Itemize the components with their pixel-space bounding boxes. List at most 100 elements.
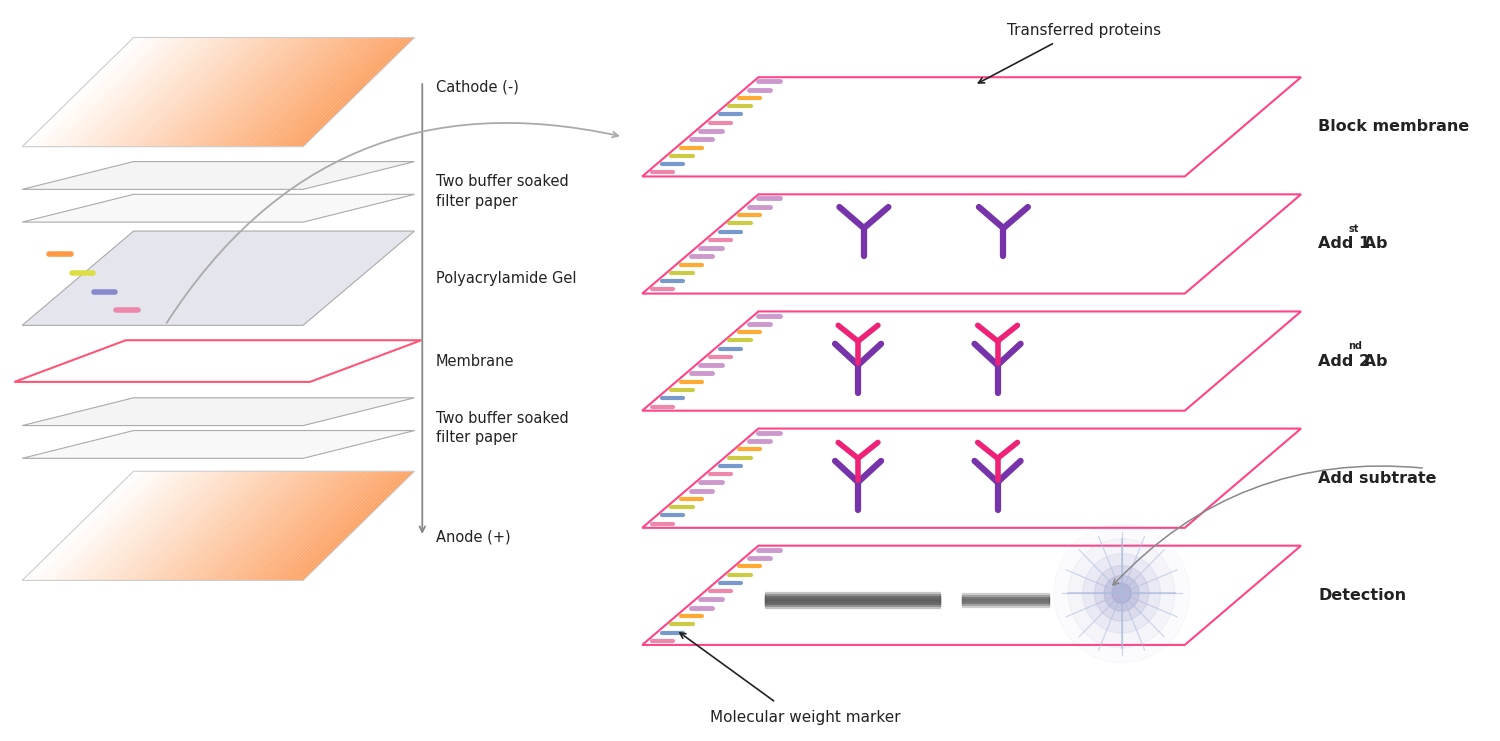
Polygon shape (36, 38, 152, 147)
Polygon shape (78, 471, 194, 580)
Polygon shape (156, 471, 270, 580)
Polygon shape (240, 38, 356, 147)
Polygon shape (22, 162, 414, 190)
Polygon shape (216, 471, 330, 580)
Polygon shape (261, 38, 376, 147)
Polygon shape (237, 471, 351, 580)
Polygon shape (264, 471, 380, 580)
Polygon shape (290, 471, 404, 580)
Polygon shape (22, 471, 136, 580)
Polygon shape (222, 38, 338, 147)
Text: Two buffer soaked
filter paper: Two buffer soaked filter paper (436, 411, 568, 445)
Polygon shape (106, 38, 222, 147)
Polygon shape (148, 471, 264, 580)
Polygon shape (296, 38, 411, 147)
Polygon shape (54, 471, 168, 580)
Polygon shape (206, 471, 320, 580)
Polygon shape (64, 38, 178, 147)
Polygon shape (93, 471, 207, 580)
Polygon shape (272, 38, 387, 147)
Polygon shape (22, 231, 414, 325)
Text: Cathode (-): Cathode (-) (436, 79, 519, 94)
Polygon shape (110, 471, 225, 580)
Polygon shape (124, 471, 238, 580)
Polygon shape (117, 38, 232, 147)
Polygon shape (209, 38, 322, 147)
Circle shape (1095, 565, 1149, 621)
Polygon shape (22, 398, 414, 425)
Polygon shape (251, 38, 366, 147)
Polygon shape (128, 471, 243, 580)
Polygon shape (62, 38, 176, 147)
Polygon shape (642, 194, 1300, 293)
Polygon shape (152, 38, 267, 147)
Polygon shape (243, 38, 358, 147)
Polygon shape (141, 38, 256, 147)
Polygon shape (258, 471, 372, 580)
Polygon shape (183, 38, 298, 147)
Polygon shape (57, 38, 172, 147)
Polygon shape (57, 471, 172, 580)
Circle shape (1104, 576, 1138, 611)
Polygon shape (209, 471, 322, 580)
Polygon shape (106, 471, 222, 580)
Circle shape (1083, 554, 1161, 633)
Polygon shape (130, 38, 246, 147)
Polygon shape (99, 471, 214, 580)
Polygon shape (230, 38, 345, 147)
Polygon shape (162, 38, 278, 147)
Polygon shape (642, 77, 1300, 176)
Polygon shape (72, 471, 186, 580)
Polygon shape (156, 38, 270, 147)
Polygon shape (120, 38, 236, 147)
Text: Membrane: Membrane (436, 353, 514, 368)
Polygon shape (82, 471, 196, 580)
Polygon shape (26, 471, 141, 580)
Text: Molecular weight marker: Molecular weight marker (710, 710, 900, 725)
Circle shape (1112, 583, 1131, 603)
Polygon shape (166, 38, 280, 147)
Polygon shape (198, 471, 312, 580)
Polygon shape (268, 38, 382, 147)
Polygon shape (272, 471, 387, 580)
Polygon shape (230, 471, 345, 580)
Polygon shape (33, 38, 147, 147)
Polygon shape (96, 38, 211, 147)
Polygon shape (285, 38, 400, 147)
Text: st: st (1348, 224, 1359, 234)
Polygon shape (290, 38, 404, 147)
Polygon shape (75, 471, 190, 580)
Text: Add 1: Add 1 (1318, 236, 1371, 251)
Polygon shape (251, 471, 366, 580)
Polygon shape (642, 428, 1300, 528)
Polygon shape (201, 38, 316, 147)
Polygon shape (188, 38, 302, 147)
Polygon shape (96, 471, 211, 580)
Polygon shape (282, 38, 398, 147)
Polygon shape (51, 471, 165, 580)
Polygon shape (46, 38, 162, 147)
Polygon shape (26, 38, 141, 147)
Polygon shape (254, 471, 369, 580)
Polygon shape (248, 471, 362, 580)
Polygon shape (292, 38, 408, 147)
Polygon shape (124, 38, 238, 147)
Polygon shape (642, 545, 1300, 645)
Polygon shape (211, 471, 327, 580)
Circle shape (1068, 539, 1174, 648)
Polygon shape (114, 38, 228, 147)
Polygon shape (162, 471, 278, 580)
Polygon shape (51, 38, 165, 147)
Polygon shape (44, 38, 158, 147)
Polygon shape (300, 471, 414, 580)
Text: Block membrane: Block membrane (1318, 119, 1470, 134)
Polygon shape (177, 471, 291, 580)
Polygon shape (170, 38, 285, 147)
Polygon shape (46, 471, 162, 580)
Polygon shape (190, 471, 306, 580)
Text: Add 2: Add 2 (1318, 353, 1371, 368)
Polygon shape (211, 38, 327, 147)
Polygon shape (82, 38, 196, 147)
Polygon shape (198, 38, 312, 147)
Polygon shape (44, 471, 158, 580)
